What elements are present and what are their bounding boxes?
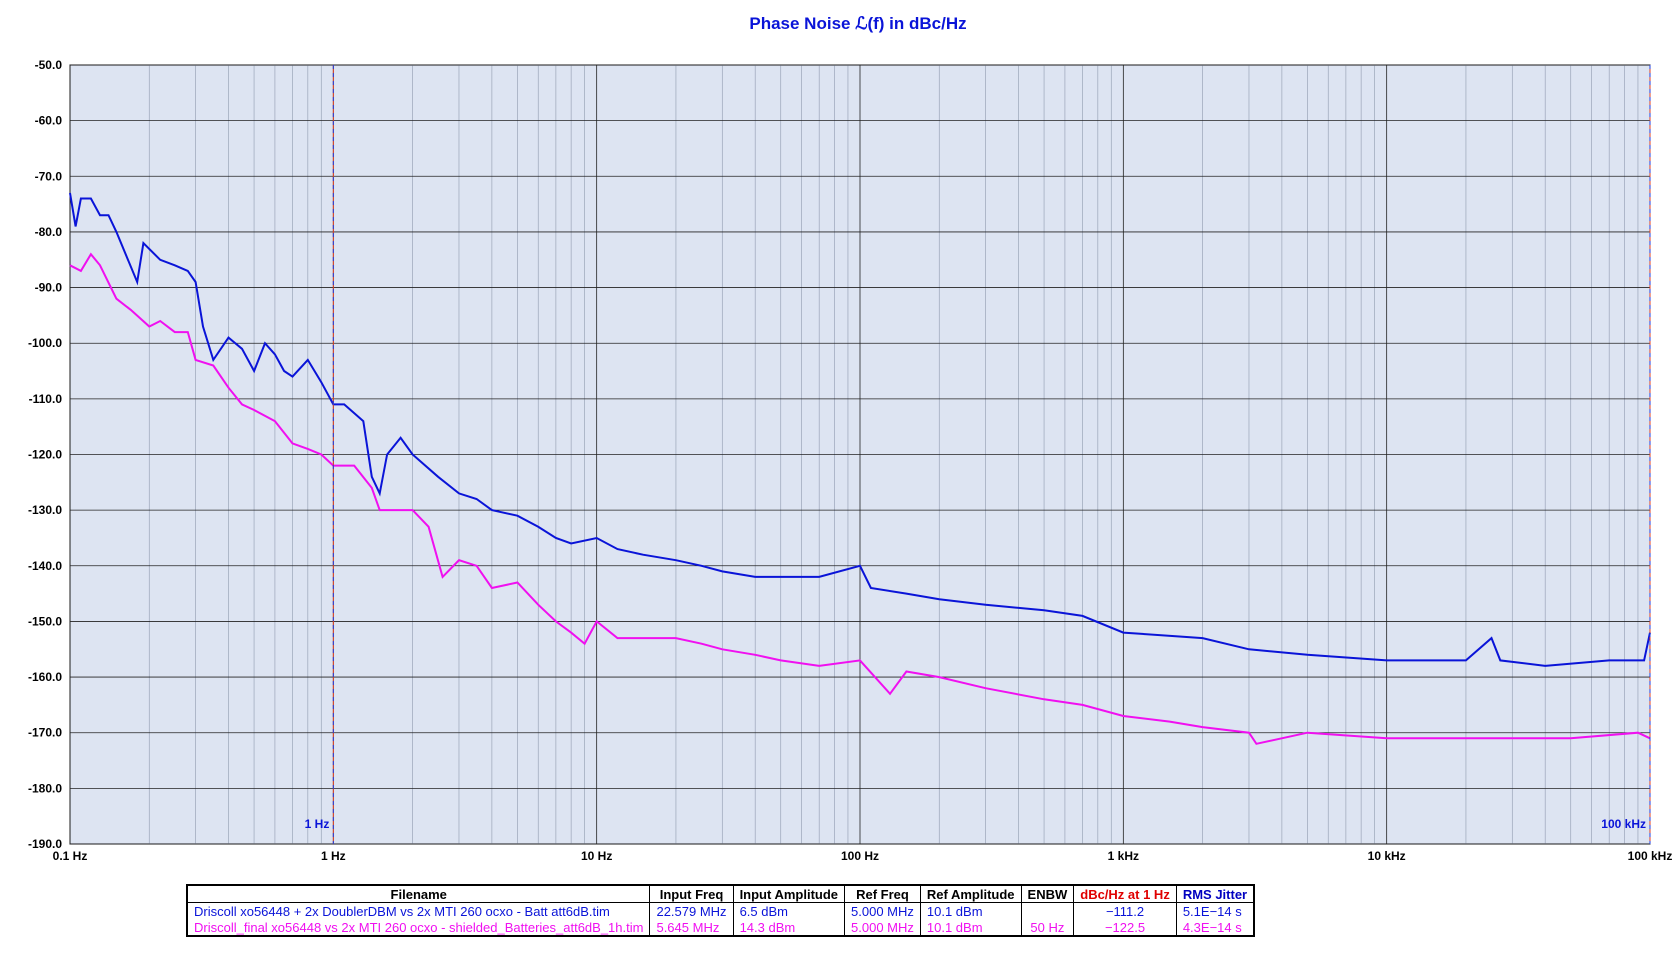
table-header-cell: Ref Freq bbox=[844, 885, 921, 903]
y-tick-label: -50.0 bbox=[35, 58, 63, 72]
table-cell: 50 Hz bbox=[1020, 919, 1075, 936]
y-tick-label: -130.0 bbox=[28, 503, 62, 517]
chart-title: Phase Noise ℒ(f) in dBc/Hz bbox=[749, 14, 966, 33]
y-tick-label: -70.0 bbox=[35, 169, 63, 183]
table-header-cell: Input Freq bbox=[649, 885, 734, 903]
table-cell: 14.3 dBm bbox=[732, 919, 846, 936]
x-tick-label: 1 Hz bbox=[321, 849, 346, 863]
table-cell: 6.5 dBm bbox=[732, 902, 846, 919]
chart: Phase Noise ℒ(f) in dBc/Hz -50.0 -60.0 -70… bbox=[28, 14, 1673, 863]
x-tick-label: 1 kHz bbox=[1108, 849, 1139, 863]
table-cell: Driscoll xo56448 + 2x DoublerDBM vs 2x M… bbox=[186, 902, 651, 919]
table-cell: 10.1 dBm bbox=[919, 919, 1022, 936]
table-header-cell: Ref Amplitude bbox=[919, 885, 1022, 903]
y-tick-label: -120.0 bbox=[28, 448, 62, 462]
series-line bbox=[69, 252, 1651, 745]
y-tick-label: -180.0 bbox=[28, 781, 62, 795]
y-tick-label: -100.0 bbox=[28, 336, 62, 350]
x-tick-label: 10 Hz bbox=[581, 849, 612, 863]
table-cell: 10.1 dBm bbox=[919, 902, 1022, 919]
table-header-cell: Filename bbox=[186, 885, 651, 903]
table-header-cell: ENBW bbox=[1020, 885, 1075, 903]
y-tick-label: -140.0 bbox=[28, 559, 62, 573]
x-tick-label: 0.1 Hz bbox=[53, 849, 88, 863]
marker-label: 100 kHz bbox=[1601, 817, 1646, 831]
y-tick-label: -190.0 bbox=[28, 837, 62, 851]
y-tick-label: -160.0 bbox=[28, 670, 62, 684]
table-header-cell: dBc/Hz at 1 Hz bbox=[1073, 885, 1177, 903]
table-row: Driscoll xo56448 + 2x DoublerDBM vs 2x M… bbox=[186, 902, 1255, 919]
y-tick-label: -60.0 bbox=[35, 114, 63, 128]
x-tick-label: 100 Hz bbox=[841, 849, 879, 863]
marker-label: 1 Hz bbox=[305, 817, 330, 831]
y-tick-label: -170.0 bbox=[28, 726, 62, 740]
y-tick-label: -90.0 bbox=[35, 281, 63, 295]
table-cell: Driscoll_final xo56448 vs 2x MTI 260 ocx… bbox=[186, 919, 651, 936]
table-header-cell: RMS Jitter bbox=[1175, 885, 1255, 903]
x-tick-label: 100 kHz bbox=[1628, 849, 1673, 863]
table-cell: −111.2 bbox=[1073, 902, 1177, 919]
table-cell: −122.5 bbox=[1073, 919, 1177, 936]
x-tick-label: 10 kHz bbox=[1368, 849, 1406, 863]
summary-table: Filename Input Freq Input Amplitude Ref Fre… bbox=[186, 884, 1256, 937]
y-tick-label: -150.0 bbox=[28, 614, 62, 628]
table-row: Driscoll_final xo56448 vs 2x MTI 260 ocx… bbox=[186, 919, 1255, 936]
table-header-cell: Input Amplitude bbox=[732, 885, 846, 903]
series-line bbox=[69, 192, 1651, 667]
y-tick-label: -110.0 bbox=[29, 392, 63, 406]
table-cell: 4.3E−14 s bbox=[1175, 919, 1255, 936]
table-cell: 5.000 MHz bbox=[844, 919, 921, 936]
y-tick-label: -80.0 bbox=[35, 225, 63, 239]
table-cell: 5.1E−14 s bbox=[1175, 902, 1255, 919]
table-cell: 5.000 MHz bbox=[844, 902, 921, 919]
table-cell: 22.579 MHz bbox=[649, 902, 734, 919]
table-cell: 5.645 MHz bbox=[649, 919, 734, 936]
table-cell bbox=[1020, 902, 1075, 919]
